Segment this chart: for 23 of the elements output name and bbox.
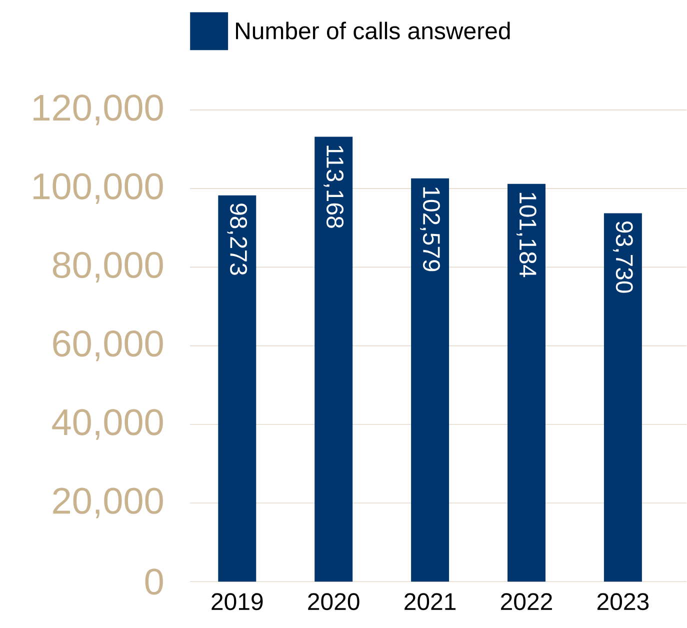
y-tick-label: 40,000	[52, 409, 163, 440]
data-label: 93,730	[613, 222, 633, 293]
y-tick-label: 0	[145, 568, 163, 595]
bar	[508, 184, 546, 582]
y-tick-label: 100,000	[34, 173, 163, 204]
x-tick-label: 2021	[404, 593, 456, 610]
data-label: 101,184	[516, 193, 536, 278]
y-tick-label: 80,000	[52, 252, 163, 283]
bar	[218, 196, 256, 582]
x-tick-label: 2019	[212, 593, 263, 610]
x-tick-label: 2023	[597, 593, 649, 610]
x-tick-label: 2020	[308, 593, 360, 610]
y-tick-label: 60,000	[53, 330, 163, 362]
data-label: 98,273	[227, 204, 248, 276]
bar	[411, 178, 450, 582]
y-tick-label: 120,000	[34, 94, 163, 126]
data-label: 102,579	[420, 188, 440, 272]
x-tick-label: 2022	[501, 593, 552, 610]
bar	[314, 136, 353, 582]
data-label: 113,168	[324, 146, 344, 228]
bar	[604, 213, 642, 582]
legend-label: Number of calls answered	[236, 22, 510, 40]
y-tick-label: 20,000	[53, 488, 163, 518]
